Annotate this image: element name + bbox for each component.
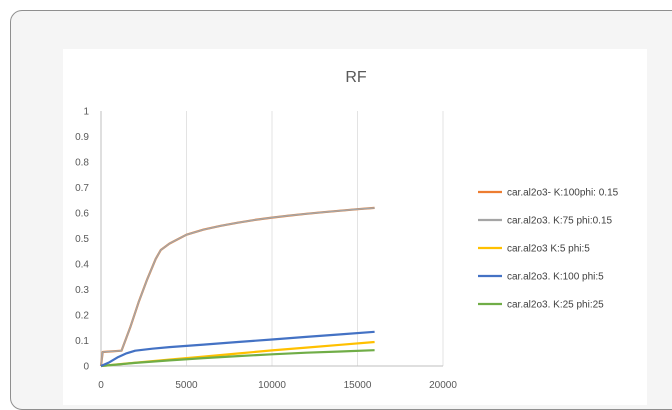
y-tick-label: 0.9 [75,132,89,143]
y-tick-label: 0.2 [75,311,89,322]
series-lines [99,206,375,368]
chart-title: RF [345,69,367,86]
y-tick-label: 0.3 [75,285,89,296]
legend-label: car.al2o3. K:75 phi:0.15 [507,216,613,227]
series-line [100,349,375,368]
y-tick-label: 0.5 [75,234,89,245]
grid-lines [186,111,444,366]
legend-label: car.al2o3. K:100 phi:5 [507,272,604,283]
x-tick-label: 15000 [344,380,372,391]
x-tick-label: 5000 [175,380,198,391]
legend-label: car.al2o3 K:5 phi:5 [507,244,590,255]
x-tick-label: 10000 [258,380,286,391]
legend-label: car.al2o3- K:100phi: 0.15 [507,188,619,199]
line-chart: RF 0 0.1 0.2 0.3 0.4 0.5 0.6 0.7 0.8 0.9 1 0 5000 100… [75,69,619,392]
y-tick-label: 0.8 [75,158,89,169]
y-tick-label: 1 [83,107,89,118]
y-tick-label: 0 [83,362,89,373]
chart-area: RF 0 0.1 0.2 0.3 0.4 0.5 0.6 0.7 0.8 0.9 1 0 5000 100… [63,49,647,405]
series-line [100,330,375,368]
y-tick-label: 0.4 [75,260,89,271]
x-tick-label: 20000 [429,380,457,391]
series-line [100,207,375,367]
legend-label: car.al2o3. K:25 phi:25 [507,300,604,311]
y-tick-label: 0.7 [75,183,89,194]
figure-frame: RF 0 0.1 0.2 0.3 0.4 0.5 0.6 0.7 0.8 0.9 1 0 5000 100… [10,10,672,410]
y-tick-label: 0.6 [75,209,89,220]
legend: car.al2o3- K:100phi: 0.15 car.al2o3. K:75… [478,188,619,311]
x-tick-label: 0 [98,380,104,391]
axes: 0 0.1 0.2 0.3 0.4 0.5 0.6 0.7 0.8 0.9 1 0 5000 10000 1… [75,107,457,392]
y-tick-label: 0.1 [75,336,89,347]
